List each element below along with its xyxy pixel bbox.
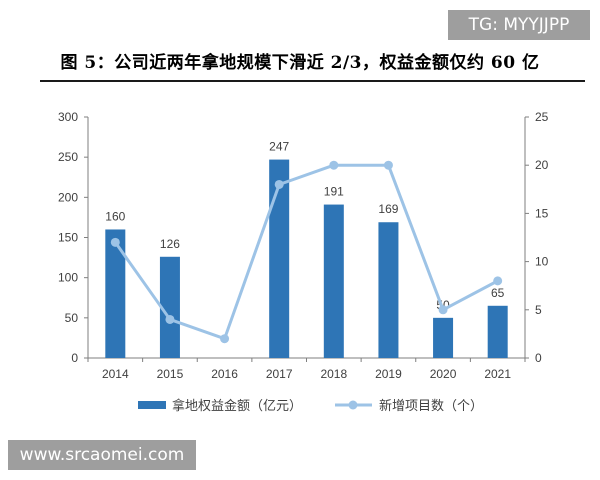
bar	[323, 204, 344, 358]
watermark-tg-badge: TG: MYYJJPP	[448, 10, 590, 40]
bar	[269, 159, 290, 358]
x-tick-label: 2019	[375, 367, 402, 381]
left-tick-label: 50	[65, 311, 79, 325]
bar	[378, 222, 399, 358]
x-tick-label: 2014	[102, 367, 129, 381]
line-point	[274, 179, 284, 189]
right-tick-label: 15	[535, 206, 549, 220]
right-tick-label: 25	[535, 110, 549, 124]
bar	[487, 305, 508, 358]
right-tick-label: 10	[535, 255, 549, 269]
left-tick-label: 150	[58, 231, 78, 245]
left-tick-label: 250	[58, 150, 78, 164]
legend-line-marker	[348, 400, 358, 410]
line-series-path	[114, 163, 499, 341]
line-point	[110, 237, 120, 247]
x-tick-label: 2016	[211, 367, 238, 381]
line-point	[493, 276, 503, 286]
bar	[159, 256, 180, 358]
x-tick-label: 2020	[430, 367, 457, 381]
right-tick-label: 0	[535, 351, 542, 365]
x-tick-label: 2015	[157, 367, 184, 381]
left-tick-label: 100	[58, 271, 78, 285]
line-point	[383, 160, 393, 170]
bar	[433, 317, 454, 358]
legend-bar-swatch	[138, 401, 166, 409]
bar-data-label: 160	[105, 209, 125, 223]
line-point	[329, 160, 339, 170]
line-point	[438, 305, 448, 315]
bar-data-label: 126	[160, 237, 180, 251]
legend-bar-label: 拿地权益金额（亿元）	[172, 398, 302, 414]
line-point	[165, 314, 175, 324]
chart-title: 图 5：公司近两年拿地规模下滑近 2/3，权益金额仅约 60 亿	[60, 53, 540, 73]
watermark-site: www.srcaomei.com	[8, 440, 196, 470]
bar-data-label: 191	[324, 185, 344, 199]
title-underline	[40, 80, 585, 82]
line-point	[220, 334, 230, 344]
x-tick-label: 2018	[320, 367, 347, 381]
left-tick-label: 200	[58, 190, 78, 204]
x-tick-label: 2021	[484, 367, 511, 381]
bar-data-label: 169	[378, 202, 398, 216]
x-tick-label: 2017	[266, 367, 293, 381]
right-tick-label: 5	[535, 303, 542, 317]
chart: 0 50 100 150 200 250 300 0 5 10 15 20 25 2014 2015 2016…	[58, 110, 549, 414]
right-tick-label: 20	[535, 158, 549, 172]
bar-data-label: 65	[491, 286, 505, 300]
left-tick-label: 300	[58, 110, 78, 124]
bar-data-label: 247	[269, 140, 289, 154]
bar	[105, 229, 126, 358]
legend-line-label: 新增项目数（个）	[379, 398, 483, 414]
left-tick-label: 0	[71, 351, 78, 365]
